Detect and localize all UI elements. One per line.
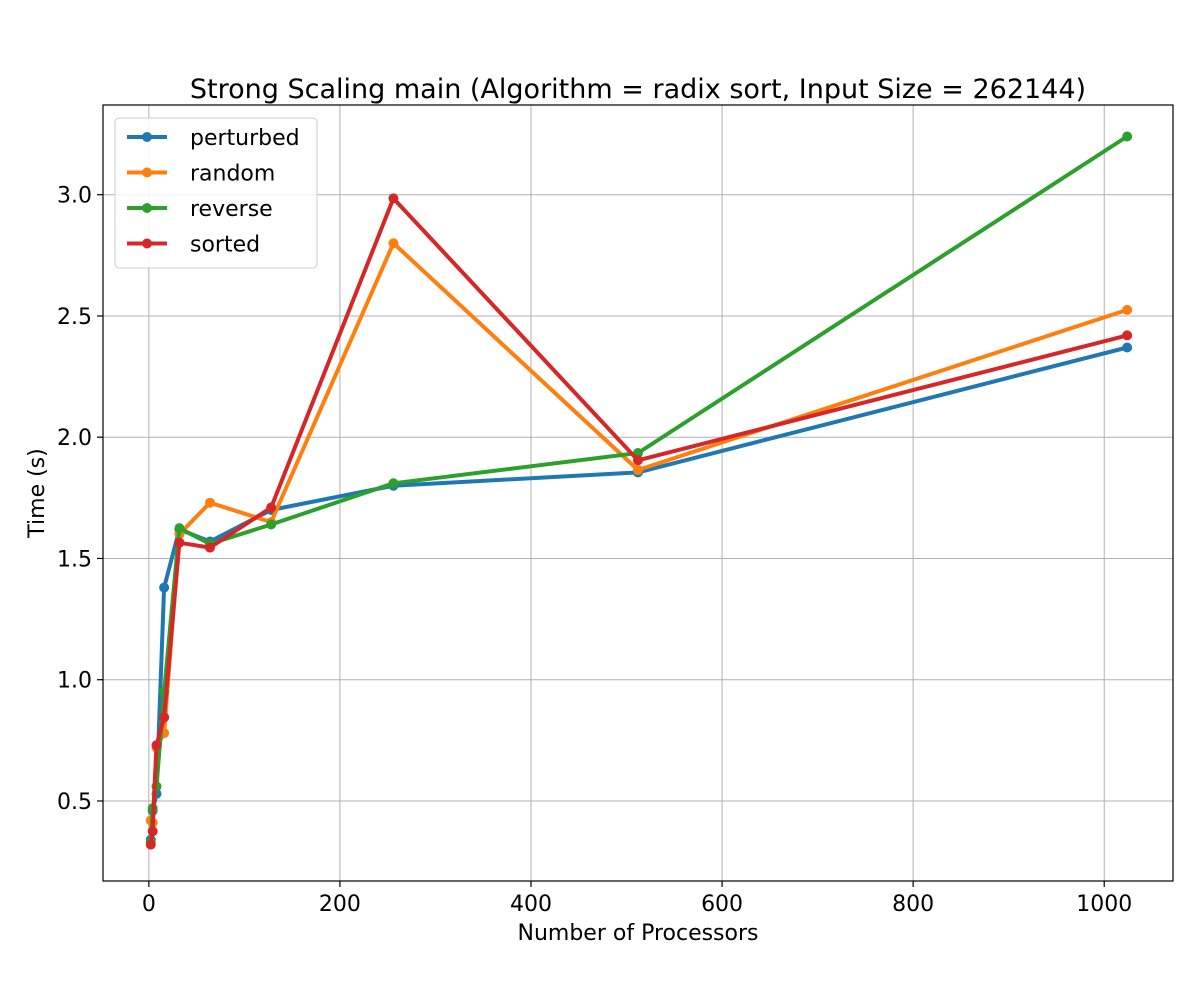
x-axis-label: Number of Processors	[518, 921, 759, 946]
x-tick-label: 0	[142, 892, 156, 917]
data-point-perturbed	[159, 582, 170, 593]
y-axis-label: Time (s)	[25, 448, 50, 538]
y-tick-label: 0.5	[57, 790, 92, 815]
y-tick-label: 1.5	[57, 547, 92, 572]
x-tick-label: 400	[510, 892, 552, 917]
data-point-reverse	[388, 478, 399, 489]
legend-entry-perturbed: perturbed	[127, 126, 300, 151]
tick-layer: 0 200 400 600 800 1000 0.5 1.0 1.5 2.0 2.5 3.0	[57, 184, 1132, 917]
series-perturbed	[145, 342, 1133, 845]
y-tick-label: 2.5	[57, 305, 92, 330]
data-point-sorted	[1122, 330, 1133, 341]
data-point-sorted	[159, 712, 170, 723]
legend-swatch-marker	[142, 132, 152, 142]
data-point-reverse	[266, 519, 277, 530]
series-random	[145, 238, 1133, 828]
data-point-sorted	[147, 826, 158, 837]
plot-frame	[102, 104, 1174, 882]
data-point-sorted	[205, 542, 215, 553]
legend-box	[114, 117, 318, 269]
x-tick-label: 800	[892, 892, 934, 917]
legend-label: reverse	[190, 197, 273, 222]
y-tick-label: 2.0	[57, 426, 92, 451]
legend-entry-sorted: sorted	[127, 233, 260, 258]
data-point-random	[205, 497, 215, 508]
data-point-reverse	[1122, 131, 1133, 142]
x-tick-label: 200	[319, 892, 361, 917]
legend: perturbed random reverse sorted	[114, 117, 318, 269]
data-point-reverse	[174, 523, 185, 534]
data-point-random	[1122, 304, 1133, 315]
series-layer	[145, 131, 1133, 850]
chart-title: Strong Scaling main (Algorithm = radix s…	[190, 74, 1086, 105]
legend-entry-random: random	[127, 162, 275, 187]
data-point-random	[388, 238, 399, 249]
data-point-sorted	[145, 839, 156, 850]
data-point-random	[633, 464, 643, 475]
data-point-sorted	[151, 740, 162, 751]
x-tick-label: 600	[701, 892, 743, 917]
legend-label: random	[190, 162, 275, 187]
data-point-sorted	[266, 502, 277, 513]
legend-entry-reverse: reverse	[127, 197, 273, 222]
series-line-perturbed	[148, 345, 1130, 842]
y-tick-label: 1.0	[57, 669, 92, 694]
data-point-sorted	[633, 455, 643, 466]
legend-swatch-marker	[142, 167, 152, 178]
x-tick-label: 1000	[1076, 892, 1132, 917]
series-sorted	[145, 193, 1133, 850]
series-line-sorted	[148, 196, 1130, 847]
legend-swatch-marker	[142, 203, 152, 213]
legend-swatch-marker	[142, 238, 152, 249]
data-point-sorted	[174, 537, 185, 548]
y-tick-label: 3.0	[57, 184, 92, 209]
data-point-perturbed	[1122, 342, 1133, 353]
series-line-random	[148, 241, 1130, 825]
legend-label: perturbed	[190, 126, 300, 151]
legend-label: sorted	[190, 233, 260, 258]
data-point-sorted	[388, 193, 399, 204]
